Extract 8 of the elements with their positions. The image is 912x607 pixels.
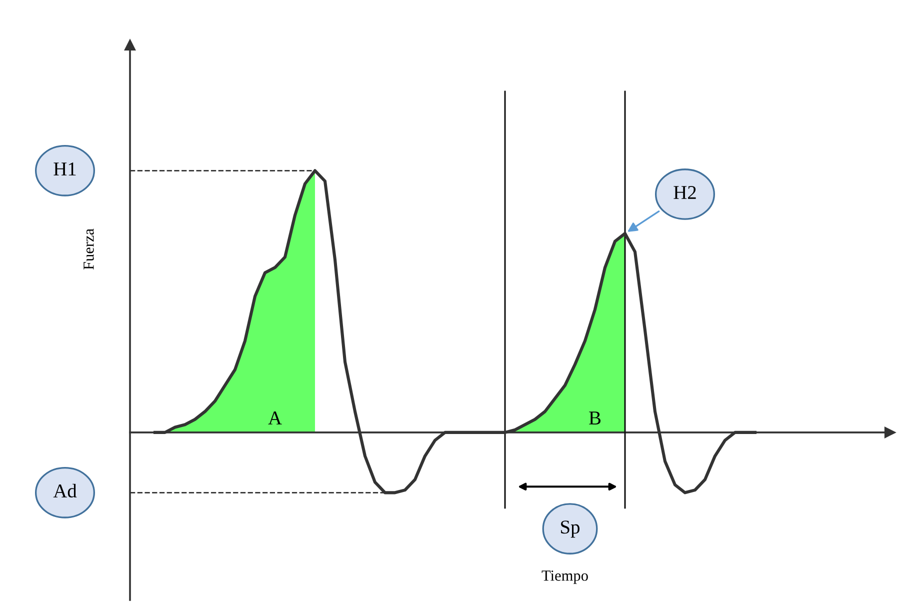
annotation: A [268,412,282,424]
ref-line-label: H1 [54,162,76,176]
text: Sp [561,520,580,538]
annotation: H2 [674,186,696,199]
ref-line-label: Ad [53,484,77,498]
y-axis-title: Fuerza [84,228,94,270]
text: Tiempo [542,570,588,584]
annotation: B [589,412,601,424]
